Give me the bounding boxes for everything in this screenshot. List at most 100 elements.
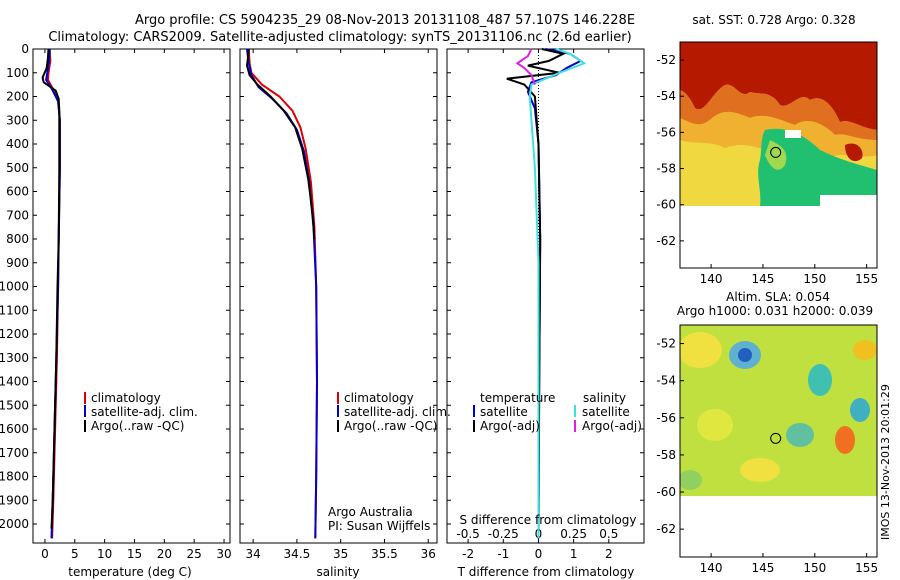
x-tick-label: 15 (127, 547, 142, 561)
y-tick-label: 100 (6, 66, 29, 80)
temperature-legend-climatology: climatology (91, 391, 161, 405)
sst-argo-location-marker (770, 146, 782, 158)
temperature-axes-frame (32, 48, 231, 544)
map-y-tick-label: -60 (656, 485, 676, 499)
temperature-ticks: 0100200300400500600700800900100011001200… (0, 42, 232, 561)
map-x-tick-label: 145 (751, 561, 774, 575)
y-tick-label: 1700 (0, 446, 29, 460)
difference-legend: temperature satellite Argo(-adj) salinit… (473, 391, 642, 433)
map-y-tick-label: -62 (656, 234, 676, 248)
sla-high-blob-2 (853, 340, 877, 360)
x-tick-label: 30 (216, 547, 231, 561)
sst-map-title: sat. SST: 0.728 Argo: 0.328 (692, 13, 855, 27)
sla-high-blob-3 (835, 426, 855, 454)
y-tick-label: 900 (6, 256, 29, 270)
sla-axes-frame (679, 324, 878, 558)
difference-ticks: -2 -1 0 1 2-0.5 -0.25 0 0.25 0.5 (447, 48, 644, 561)
y-tick-label: 1400 (0, 375, 29, 389)
x-tick-label: 34 (245, 547, 260, 561)
sla-high-blob-5 (740, 458, 780, 482)
sst-map-panel: sat. SST: 0.728 Argo: 0.328 140 145 150 155… (656, 13, 878, 286)
x-tick-label: 36 (421, 547, 436, 561)
sst-transition-region (680, 84, 877, 140)
sla-map-subtitle: Argo h1000: 0.031 h2000: 0.039 (677, 304, 873, 318)
temperature-legend-satellite: satellite-adj. clim. (91, 405, 198, 419)
y-tick-label: 1500 (0, 398, 29, 412)
y-tick-label: 1200 (0, 327, 29, 341)
x-tick-label: 25 (187, 547, 202, 561)
series-line-salinity-argo-adj- (515, 48, 536, 85)
sla-map-panel: Altim. SLA: 0.054 Argo h1000: 0.031 h200… (656, 290, 878, 575)
salinity-annotation-line2: PI: Susan Wijffels (328, 519, 430, 533)
sla-mid-blob (680, 470, 702, 490)
map-x-tick-label: 145 (751, 272, 774, 286)
temperature-lines (41, 48, 61, 539)
x-tick-label: 1 (570, 547, 578, 561)
imos-timestamp-stamp: IMOS 13-Nov-2013 20:01:29 (879, 384, 892, 540)
map-x-tick-label: 140 (700, 272, 723, 286)
x2-tick-label: 0.5 (599, 527, 618, 541)
temperature-panel: 0100200300400500600700800900100011001200… (0, 42, 232, 579)
difference-panel: -2 -1 0 1 2-0.5 -0.25 0 0.25 0.5 temperature sat… (446, 48, 645, 579)
map-y-tick-label: -54 (656, 89, 676, 103)
y-tick-label: 700 (6, 208, 29, 222)
sla-low-blob-4 (850, 398, 870, 422)
map-y-tick-label: -58 (656, 448, 676, 462)
legend-heading-temperature: temperature (480, 391, 555, 405)
series-line-climatology (247, 48, 319, 539)
map-y-tick-label: -60 (656, 198, 676, 212)
x-tick-label: 10 (97, 547, 112, 561)
map-y-tick-label: -58 (656, 162, 676, 176)
salinity-legend-argo: Argo(..raw -QC) (344, 419, 437, 433)
salinity-lines (245, 48, 319, 539)
figure-title-line2: Climatology: CARS2009. Satellite-adjuste… (48, 30, 631, 45)
x-tick-label: 35.5 (371, 547, 398, 561)
temperature-legend-argo: Argo(..raw -QC) (91, 419, 184, 433)
difference-lines (506, 48, 587, 543)
x2-tick-label: -0.25 (488, 527, 519, 541)
map-y-tick-label: -54 (656, 374, 676, 388)
sla-map-title: Altim. SLA: 0.054 (726, 290, 830, 304)
x2-tick-label: 0.25 (560, 527, 587, 541)
y-tick-label: 1300 (0, 351, 29, 365)
series-line-argo-raw-qc- (41, 48, 61, 529)
map-y-tick-label: -52 (656, 53, 676, 67)
map-x-tick-label: 150 (803, 272, 826, 286)
figure-title-line1: Argo profile: CS 5904235_29 08-Nov-2013 … (135, 13, 635, 28)
y-tick-label: 400 (6, 137, 29, 151)
map-y-tick-label: -56 (656, 411, 676, 425)
sst-missing-data-patch (785, 130, 801, 138)
sla-no-data-region (680, 496, 877, 556)
y-tick-label: 200 (6, 90, 29, 104)
y-tick-label: 1000 (0, 280, 29, 294)
sst-missing-data-patch-2 (820, 195, 877, 206)
x-tick-label: 35 (333, 547, 348, 561)
map-x-tick-label: 140 (700, 561, 723, 575)
y-tick-label: 2000 (0, 517, 29, 531)
sla-high-blob (680, 332, 722, 368)
map-x-tick-label: 155 (855, 272, 878, 286)
series-line-satellite-adj-clim- (246, 48, 319, 539)
sst-cold-region (758, 128, 877, 206)
temperature-xlabel: temperature (deg C) (68, 565, 191, 579)
sst-warm-region (680, 42, 877, 130)
y-tick-label: 1800 (0, 470, 29, 484)
legend-sal-satellite: satellite (582, 405, 630, 419)
map-y-tick-label: -56 (656, 125, 676, 139)
y-tick-label: 300 (6, 113, 29, 127)
sla-map-ticks: 140 145 150 155 -52 -54 -56 -58 -60 -62 (656, 337, 878, 575)
y-tick-label: 1600 (0, 422, 29, 436)
x-tick-label: -2 (462, 547, 474, 561)
x2-tick-label: -0.5 (456, 527, 479, 541)
map-y-tick-label: -62 (656, 522, 676, 536)
sst-cool-eddy (765, 140, 787, 170)
salinity-xlabel: salinity (316, 565, 359, 579)
sst-heatmap (680, 42, 877, 206)
x-tick-label: -1 (497, 547, 509, 561)
difference-xlabel-salinity: S difference from climatology (460, 513, 637, 527)
map-y-tick-label: -52 (656, 337, 676, 351)
sst-warm-eddy (845, 143, 863, 162)
salinity-legend: climatology satellite-adj. clim. Argo(..… (337, 391, 451, 433)
sst-axes-frame (679, 41, 878, 269)
sla-low-blob-3 (786, 423, 814, 447)
